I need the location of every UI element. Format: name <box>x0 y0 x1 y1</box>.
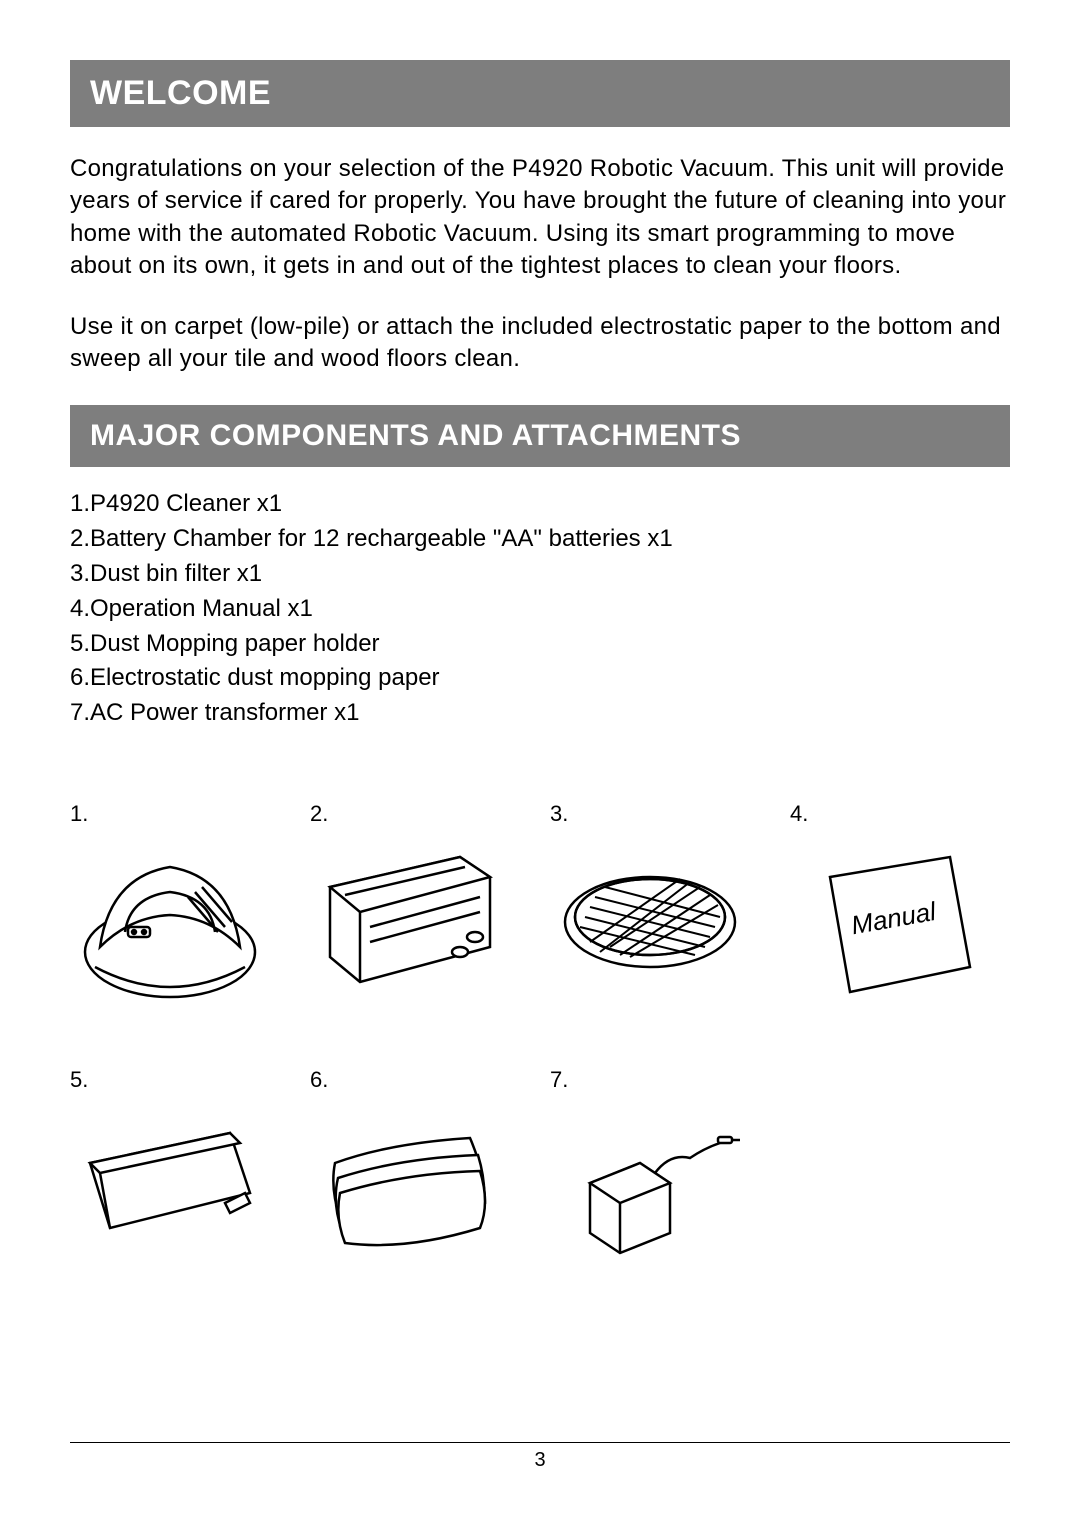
illustration-label: 6. <box>310 1067 530 1093</box>
dust-filter-icon <box>550 837 750 1007</box>
illustration-label: 2. <box>310 801 530 827</box>
mopping-paper-icon <box>310 1103 510 1273</box>
illustration-item-3: 3. <box>550 801 770 1007</box>
list-item: 3.Dust bin filter x1 <box>70 557 1010 592</box>
page-number: 3 <box>534 1449 545 1471</box>
illustration-item-5: 5. <box>70 1067 290 1273</box>
power-transformer-icon <box>550 1103 750 1273</box>
cleaner-icon <box>70 837 270 1007</box>
components-list: 1.P4920 Cleaner x1 2.Battery Chamber for… <box>70 487 1010 731</box>
illustration-item-6: 6. <box>310 1067 530 1273</box>
paper-holder-icon <box>70 1103 270 1273</box>
list-item: 2.Battery Chamber for 12 rechargeable "A… <box>70 522 1010 557</box>
illustration-label: 3. <box>550 801 770 827</box>
welcome-header: WELCOME <box>70 60 1010 127</box>
illustration-label: 5. <box>70 1067 290 1093</box>
illustration-item-4: 4. Manual <box>790 801 1010 1007</box>
illustration-item-2: 2. <box>310 801 530 1007</box>
welcome-para-1: Congratulations on your selection of the… <box>70 153 1010 283</box>
manual-page: WELCOME Congratulations on your selectio… <box>0 0 1080 1532</box>
illustration-label: 1. <box>70 801 290 827</box>
illustration-item-1: 1. <box>70 801 290 1007</box>
list-item: 5.Dust Mopping paper holder <box>70 627 1010 662</box>
welcome-body: Congratulations on your selection of the… <box>70 153 1010 375</box>
list-item: 1.P4920 Cleaner x1 <box>70 487 1010 522</box>
welcome-para-2: Use it on carpet (low-pile) or attach th… <box>70 311 1010 376</box>
page-footer: 3 <box>70 1442 1010 1472</box>
illustration-label: 7. <box>550 1067 770 1093</box>
illustrations-grid: 1. 2. <box>70 801 1010 1273</box>
components-header: MAJOR COMPONENTS AND ATTACHMENTS <box>70 405 1010 467</box>
manual-icon: Manual <box>790 837 990 1007</box>
battery-chamber-icon <box>310 837 510 1007</box>
list-item: 4.Operation Manual x1 <box>70 592 1010 627</box>
list-item: 6.Electrostatic dust mopping paper <box>70 661 1010 696</box>
list-item: 7.AC Power transformer x1 <box>70 696 1010 731</box>
illustration-label: 4. <box>790 801 1010 827</box>
illustration-item-7: 7. <box>550 1067 770 1273</box>
